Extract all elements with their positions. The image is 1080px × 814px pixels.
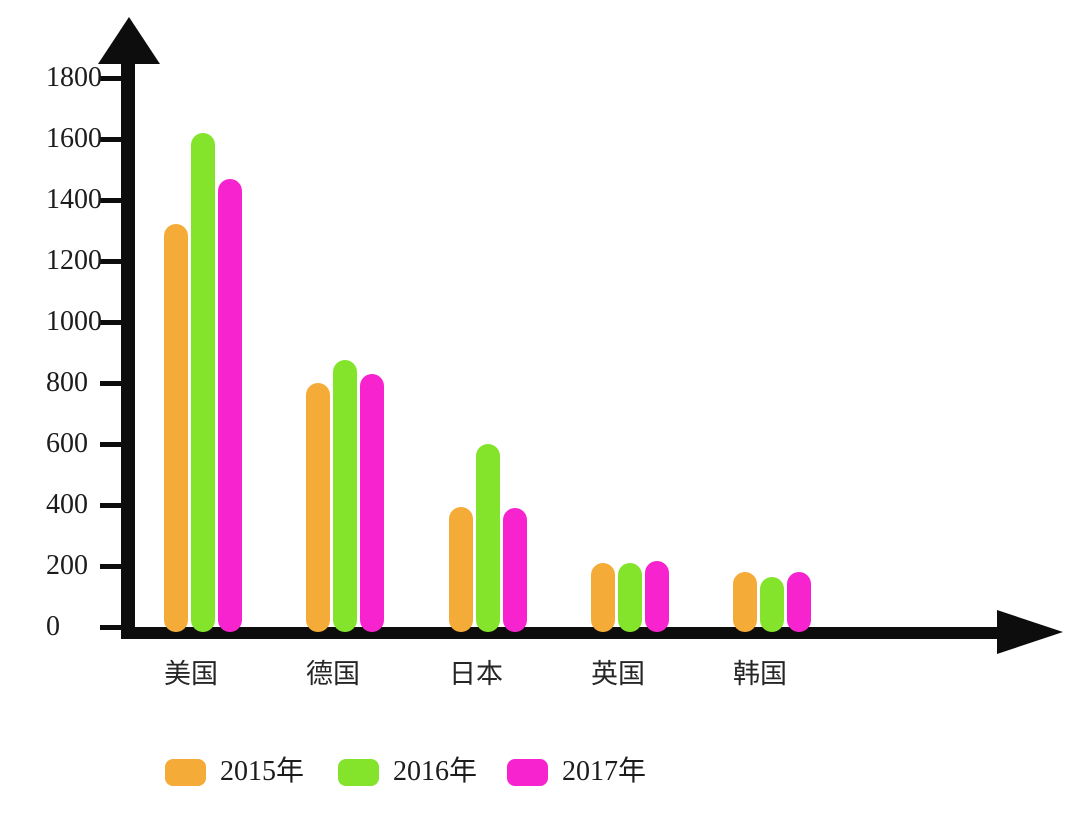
x-axis-arrow-icon xyxy=(997,610,1063,654)
x-tick-label-uk: 英国 xyxy=(591,659,645,689)
y-tick-1600 xyxy=(100,136,121,142)
y-tick-400 xyxy=(100,502,121,508)
y-tick-label-1800: 1800 xyxy=(46,62,102,93)
legend-swatch-2017 xyxy=(507,758,548,786)
y-tick-600 xyxy=(100,441,121,447)
bar-usa-2015 xyxy=(164,224,188,632)
y-tick-1200 xyxy=(100,258,121,264)
bar-japan-2016 xyxy=(476,444,500,632)
bar-korea-2016 xyxy=(760,576,784,632)
y-tick-200 xyxy=(100,563,121,569)
y-tick-label-1400: 1400 xyxy=(46,184,102,215)
y-tick-label-200: 200 xyxy=(46,550,88,581)
x-tick-label-germany: 德国 xyxy=(306,659,360,689)
y-tick-800 xyxy=(100,380,121,386)
bar-japan-2017 xyxy=(503,508,527,632)
legend-item-2015: 2015年 xyxy=(165,756,304,788)
bar-germany-2016 xyxy=(333,360,357,632)
legend-label-2017: 2017年 xyxy=(562,756,647,787)
y-axis xyxy=(121,50,135,639)
bar-uk-2015 xyxy=(591,562,615,632)
bar-germany-2017 xyxy=(360,373,384,632)
legend-label-2015: 2015年 xyxy=(220,756,305,787)
y-tick-label-600: 600 xyxy=(46,428,88,459)
legend-item-2016: 2016年 xyxy=(338,756,477,788)
y-tick-0 xyxy=(100,624,121,630)
x-axis xyxy=(121,627,1001,639)
bar-uk-2016 xyxy=(618,562,642,632)
y-tick-label-800: 800 xyxy=(46,367,88,398)
x-tick-label-usa: 美国 xyxy=(164,659,218,689)
bar-usa-2017 xyxy=(218,178,242,632)
x-tick-label-korea: 韩国 xyxy=(733,659,787,689)
bar-japan-2015 xyxy=(449,506,473,632)
bar-germany-2015 xyxy=(306,383,330,632)
y-tick-label-1600: 1600 xyxy=(46,123,102,154)
bar-korea-2015 xyxy=(733,572,757,632)
bar-korea-2017 xyxy=(787,572,811,632)
y-tick-1800 xyxy=(100,75,121,81)
bar-usa-2016 xyxy=(191,132,215,632)
y-tick-label-0: 0 xyxy=(46,611,60,642)
y-tick-1400 xyxy=(100,197,121,203)
y-tick-label-400: 400 xyxy=(46,489,88,520)
legend-swatch-2015 xyxy=(165,758,206,786)
legend-item-2017: 2017年 xyxy=(507,756,646,788)
y-tick-1000 xyxy=(100,319,121,325)
x-tick-label-japan: 日本 xyxy=(449,659,503,689)
y-tick-label-1200: 1200 xyxy=(46,245,102,276)
legend-swatch-2016 xyxy=(338,758,379,786)
legend-label-2016: 2016年 xyxy=(393,756,478,787)
y-tick-label-1000: 1000 xyxy=(46,306,102,337)
bar-uk-2017 xyxy=(645,561,669,632)
